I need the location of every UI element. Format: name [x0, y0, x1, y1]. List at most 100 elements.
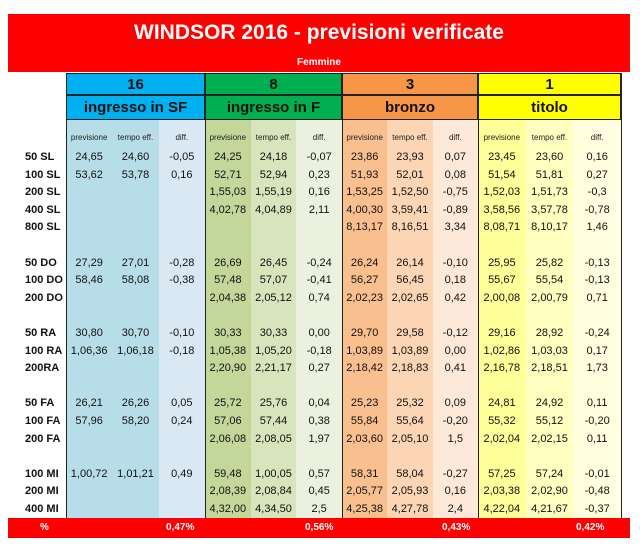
data-cell: -0,24: [584, 327, 610, 339]
data-cell: 24,65: [75, 151, 103, 163]
data-cell: 0,38: [308, 415, 330, 427]
data-cell: -0,13: [584, 256, 610, 269]
data-cell: 0,71: [586, 291, 608, 304]
data-cell: 1,03,89: [346, 344, 383, 357]
group-divider: [621, 73, 622, 518]
data-cell: 0,04: [308, 397, 330, 410]
data-cell: -0,89: [442, 203, 468, 216]
data-cell: 1,00,05: [255, 467, 292, 480]
data-cell: -0,13: [584, 274, 610, 287]
data-cell: 8,13,17: [346, 221, 383, 234]
data-cell: 8,10,17: [531, 221, 568, 234]
data-cell: 57,48: [214, 274, 242, 287]
data-cell: 29,58: [396, 327, 424, 339]
data-cell: -0,01: [584, 467, 610, 480]
column-header: tempo eff.: [117, 133, 154, 142]
column-bg-sf-0: [66, 120, 113, 518]
data-cell: 1,00,72: [70, 467, 108, 480]
row-label: 200 DO: [25, 291, 63, 304]
data-cell: -0,07: [306, 151, 332, 163]
sheet-title: WINDSOR 2016 - previsioni verificate: [8, 14, 630, 52]
column-bg-bronzo-1: [387, 120, 434, 518]
data-cell: 4,22,04: [483, 503, 521, 515]
data-cell: 4,21,67: [531, 503, 568, 515]
data-cell: 30,80: [75, 327, 103, 339]
data-cell: 58,31: [350, 467, 379, 480]
data-cell: 24,60: [121, 151, 150, 163]
data-cell: 28,92: [535, 327, 564, 339]
row-label: 100 FA: [25, 415, 61, 427]
data-cell: 1,02,86: [483, 344, 521, 357]
data-cell: 0,23: [308, 168, 330, 181]
data-cell: 0,27: [308, 362, 330, 375]
data-cell: 55,32: [488, 415, 516, 427]
row-label: 50 FA: [25, 397, 55, 410]
column-bg-titolo-1: [525, 120, 574, 518]
column-bg-bronzo-2: [432, 120, 479, 518]
data-cell: 0,00: [308, 327, 330, 339]
data-cell: 23,86: [350, 151, 379, 163]
data-cell: -0,41: [306, 274, 332, 287]
data-cell: 4,27,78: [391, 503, 429, 515]
data-cell: 23,45: [488, 151, 516, 163]
footer-percent-titolo: 0,42%: [576, 522, 605, 533]
row-label: 400 MI: [25, 503, 59, 515]
data-cell: 27,29: [75, 256, 103, 269]
data-cell: 0,11: [586, 397, 608, 410]
row-label: 100 RA: [25, 344, 63, 357]
row-label: 50 SL: [25, 151, 55, 163]
group-number-f: 8: [205, 73, 342, 95]
group-label-bronzo: bronzo: [342, 95, 478, 120]
data-cell: -0,05: [169, 151, 195, 163]
data-cell: 2,11: [308, 203, 330, 216]
row-label: 50 RA: [25, 327, 57, 339]
data-cell: 1,03,89: [391, 344, 429, 357]
data-cell: 26,69: [214, 256, 242, 269]
data-cell: 56,27: [350, 274, 379, 287]
data-cell: 0,41: [444, 362, 467, 375]
group-divider: [342, 73, 343, 518]
column-header: previsione: [346, 133, 383, 142]
footer-percent-f: 0,56%: [305, 522, 334, 533]
data-cell: 1,05,38: [209, 344, 247, 357]
data-cell: 58,46: [75, 274, 103, 287]
data-cell: 27,01: [121, 256, 150, 269]
data-cell: 0,57: [308, 467, 330, 480]
data-cell: 23,60: [535, 151, 564, 163]
data-cell: 2,05,12: [255, 291, 292, 304]
group-number-bronzo: 3: [342, 73, 478, 95]
data-cell: 0,24: [171, 415, 193, 427]
data-cell: 29,70: [350, 327, 379, 339]
data-cell: 55,54: [535, 274, 564, 287]
data-cell: 2,00,79: [531, 291, 568, 304]
data-cell: 2,03,38: [483, 485, 521, 498]
data-cell: -0,20: [442, 415, 468, 427]
data-cell: 0,17: [586, 344, 608, 357]
footer-percent-bronzo: 0,43%: [442, 522, 471, 533]
row-label: 200 SL: [25, 186, 61, 199]
data-cell: 24,81: [488, 397, 516, 410]
sheet-subtitle: Femmine: [8, 52, 630, 72]
data-cell: 26,24: [350, 256, 379, 269]
data-cell: 1,55,03: [209, 186, 247, 199]
footer-percent-sf: 0,47%: [166, 522, 195, 533]
data-cell: 2,08,84: [255, 485, 292, 498]
data-cell: 52,71: [214, 168, 242, 181]
group-divider: [205, 73, 206, 518]
data-cell: 3,59,41: [391, 203, 429, 216]
row-label: 200RA: [25, 362, 60, 375]
data-cell: 55,84: [350, 415, 379, 427]
data-cell: 3,34: [444, 221, 467, 234]
data-cell: 2,06,08: [209, 432, 247, 445]
data-cell: 2,00,08: [483, 291, 521, 304]
data-cell: 26,14: [396, 256, 424, 269]
data-cell: 58,20: [121, 415, 150, 427]
column-bg-sf-1: [112, 120, 160, 518]
row-label: 100 SL: [25, 168, 61, 181]
data-cell: 58,04: [396, 467, 424, 480]
group-number-titolo: 1: [478, 73, 621, 95]
data-cell: 55,64: [396, 415, 424, 427]
data-cell: 1,05,20: [255, 344, 292, 357]
footer-bar: [8, 518, 630, 538]
data-cell: 25,32: [396, 397, 424, 410]
